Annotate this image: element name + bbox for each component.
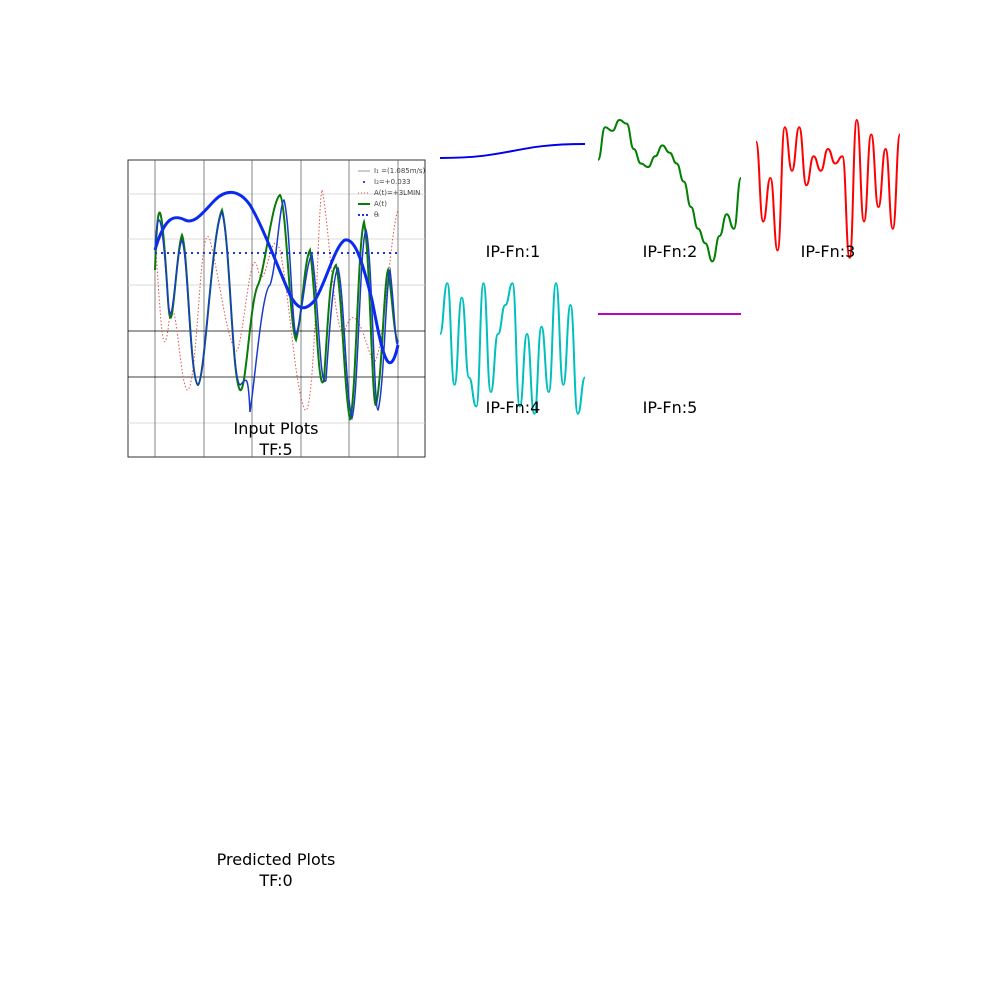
ip-fn-4-panel: IP-Fn:4 xyxy=(439,282,586,417)
legend-entry-1: I₁ =(1.085m/s) xyxy=(374,167,426,175)
ip-fn-4-label: IP-Fn:4 xyxy=(486,398,541,417)
input-plot-panel: I₁ =(1.085m/s) I₂=+0.033 A(t)=+3LMIN A(t… xyxy=(127,159,426,459)
ip-fn-3-label: IP-Fn:3 xyxy=(801,242,856,261)
legend-entry-4: A(t) xyxy=(374,200,387,208)
input-plot-legend: I₁ =(1.085m/s) I₂=+0.033 A(t)=+3LMIN A(t… xyxy=(358,167,426,219)
ip-fn-1-line xyxy=(439,143,586,159)
ip-fn-3-panel: IP-Fn:3 xyxy=(755,118,901,261)
ip-fn-2-panel: IP-Fn:2 xyxy=(597,118,742,263)
ip-fn-5-label: IP-Fn:5 xyxy=(643,398,698,417)
input-blue-thin-curve xyxy=(154,199,399,421)
predicted-plot-panel: Predicted Plots TF:0 xyxy=(217,850,336,890)
input-red-dotted-curve xyxy=(154,188,399,411)
legend-entry-3: A(t)=+3LMIN xyxy=(374,189,420,197)
ip-fn-3-line xyxy=(755,118,901,259)
input-plots-caption: Input Plots xyxy=(233,419,318,438)
ip-fn-2-line xyxy=(597,118,742,263)
ip-fn-2-label: IP-Fn:2 xyxy=(643,242,698,261)
predicted-plots-caption: Predicted Plots xyxy=(217,850,336,869)
input-tf-caption: TF:5 xyxy=(258,440,292,459)
legend-entry-2: I₂=+0.033 xyxy=(374,178,411,186)
ip-fn-5-panel: IP-Fn:5 xyxy=(598,312,741,417)
ip-fn-1-panel: IP-Fn:1 xyxy=(439,143,586,261)
ip-fn-4-line xyxy=(439,282,586,415)
input-plot-frame xyxy=(127,159,426,458)
legend-entry-5: θₗ xyxy=(374,211,379,219)
input-plot-grid xyxy=(128,160,425,457)
predicted-tf-caption: TF:0 xyxy=(258,871,292,890)
ip-fn-1-label: IP-Fn:1 xyxy=(486,242,541,261)
